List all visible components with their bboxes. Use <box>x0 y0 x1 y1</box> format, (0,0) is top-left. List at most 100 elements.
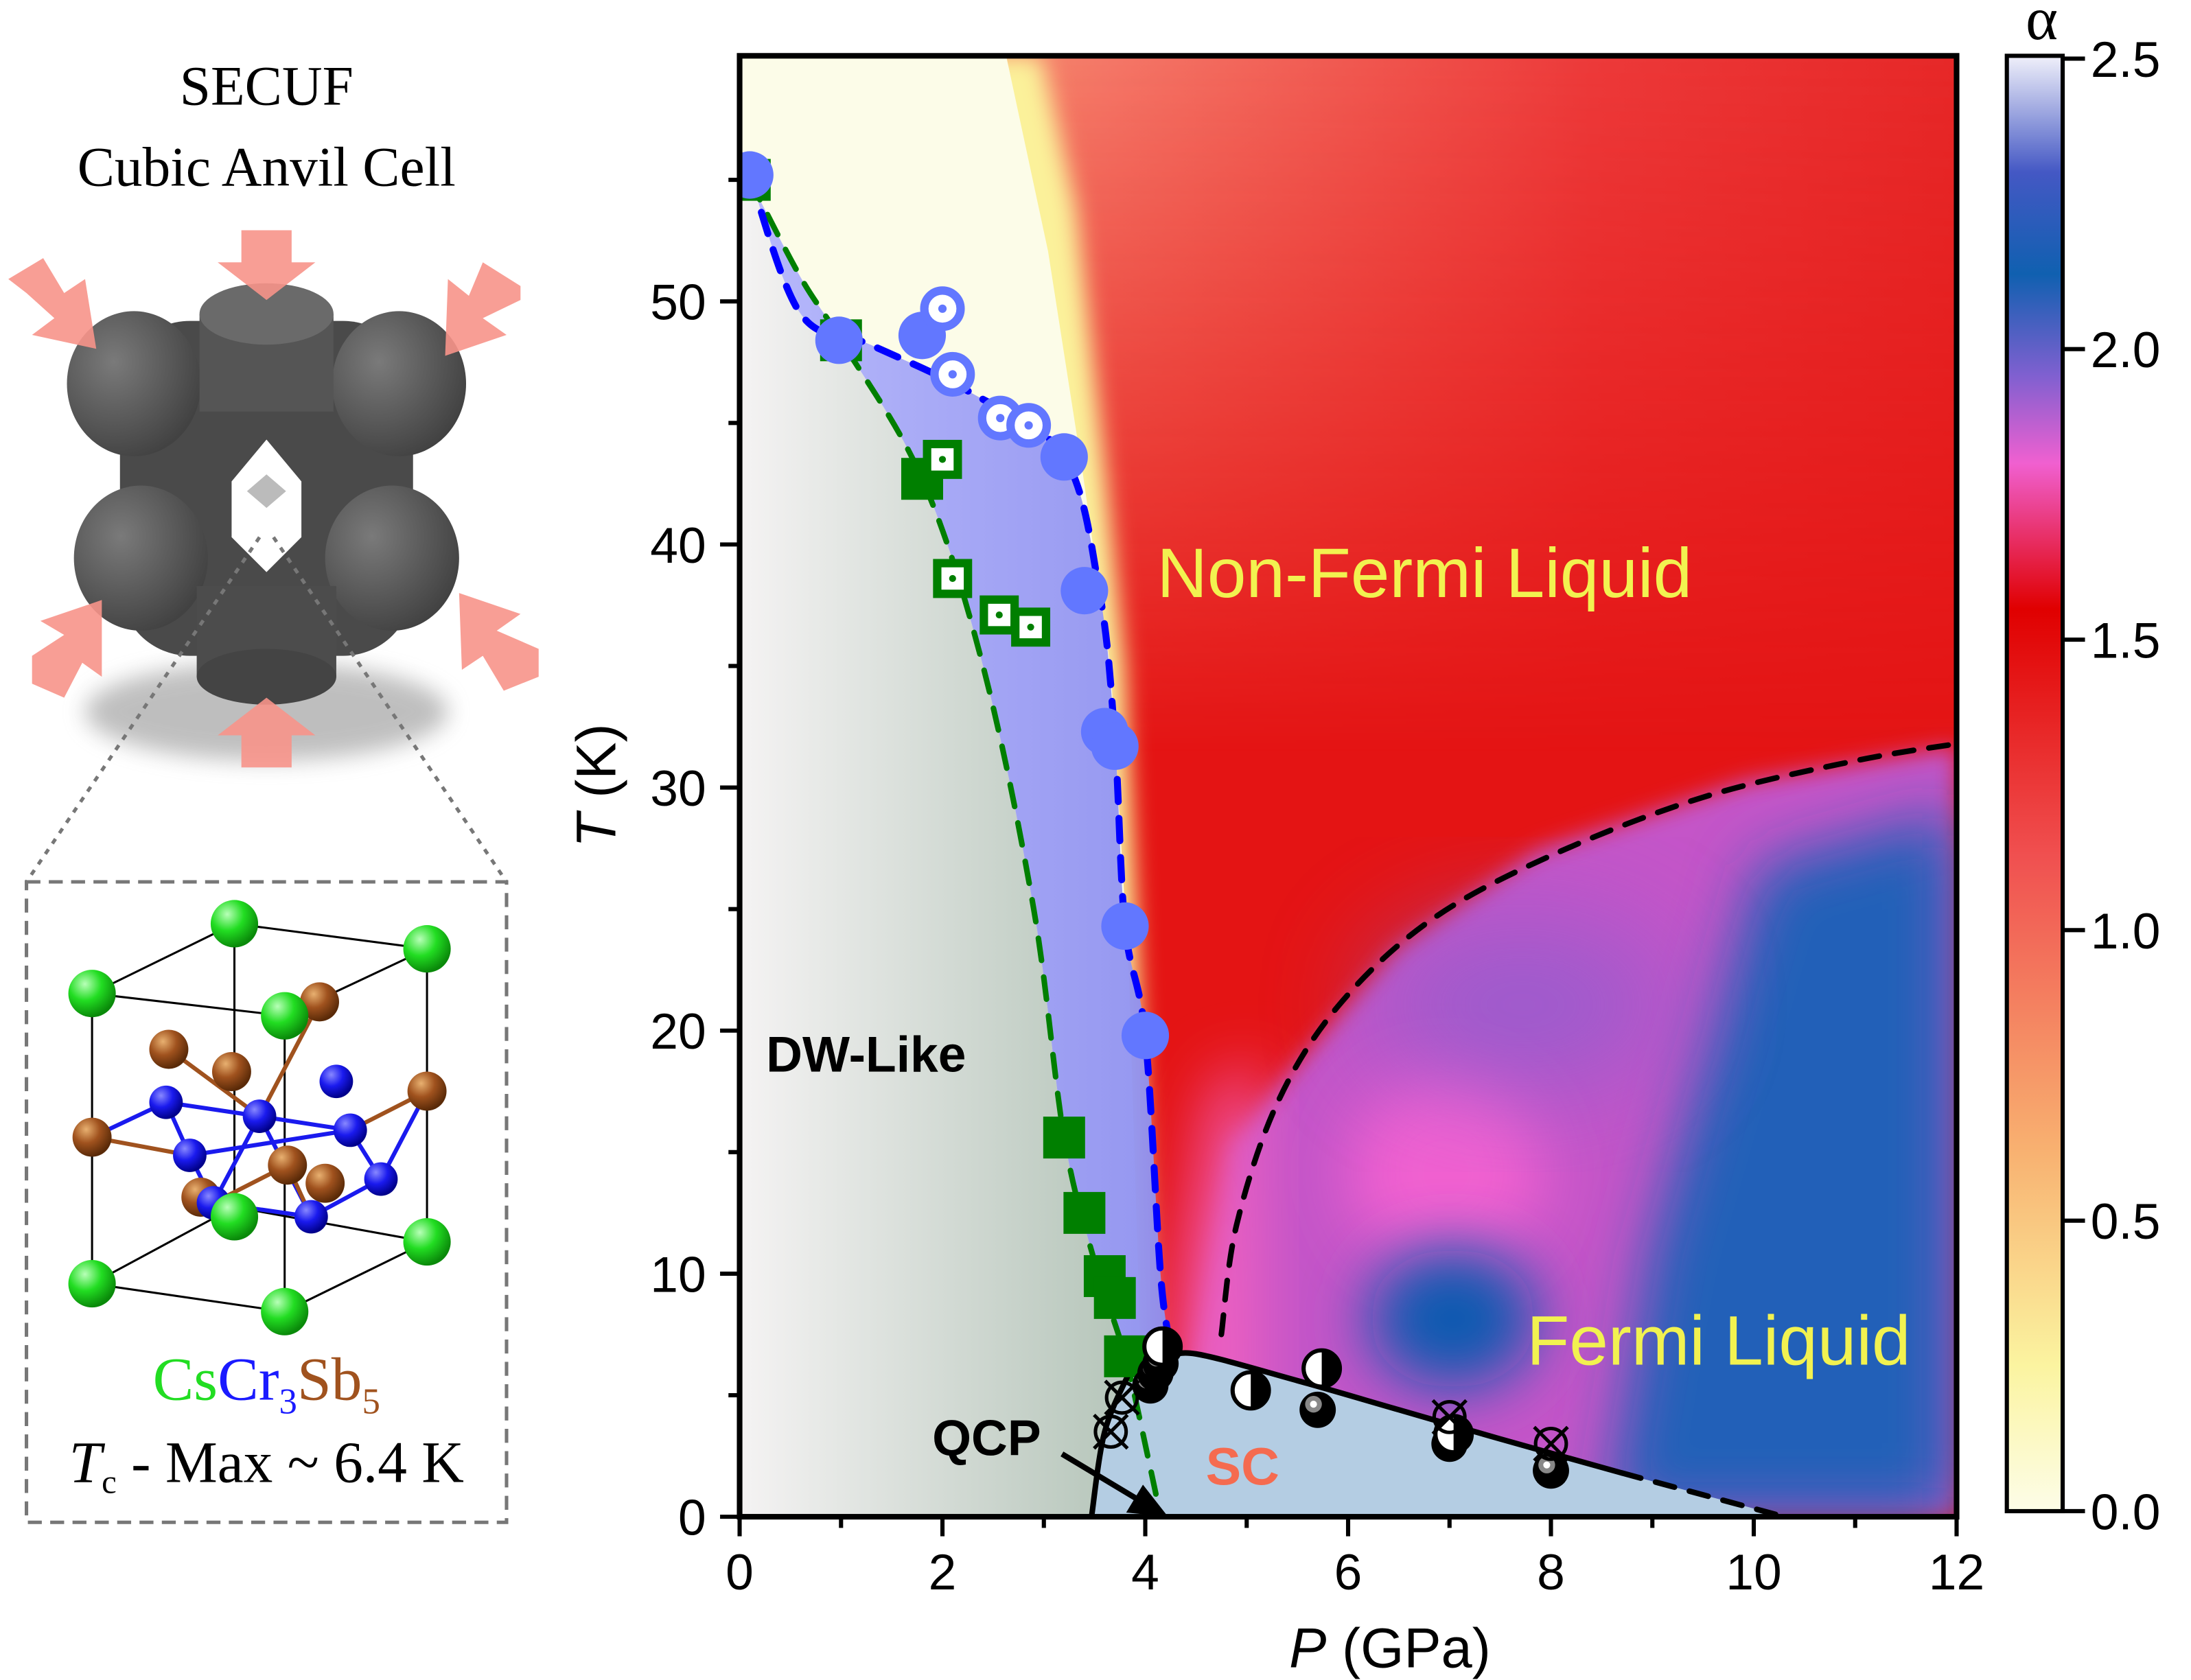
data-markers <box>739 151 1569 1489</box>
anvil-top-face <box>199 283 334 345</box>
colorbar-label-alpha: α <box>2026 0 2058 53</box>
cr-atoms <box>149 1064 398 1234</box>
filled-circle-marker <box>1060 567 1109 615</box>
colorbar-gradient <box>2004 54 2065 1514</box>
crossed-circle-marker <box>1093 1413 1129 1450</box>
formula-cr-sub: 3 <box>279 1382 297 1422</box>
label-sc: SC <box>1206 1437 1279 1496</box>
colorbar: α 0.0 0.5 1.0 1.5 2.0 2.5 <box>2004 0 2161 1540</box>
alpha-heatmap <box>739 56 1957 1517</box>
y-tick-label: 10 <box>650 1246 706 1303</box>
open-circle-dot-marker <box>920 286 965 331</box>
crystal-structure-box <box>25 880 509 1524</box>
dw-boundary-line <box>747 177 1163 1517</box>
anvil-cylinder-upper-left <box>67 311 201 456</box>
filled-square-marker <box>1093 1276 1136 1319</box>
open-square-dot-marker <box>933 559 973 598</box>
sc-dome-line <box>1163 1350 1625 1476</box>
crossed-circle-marker <box>1533 1425 1569 1462</box>
filled-square-marker <box>1063 1191 1106 1234</box>
open-square-dot-marker <box>1011 607 1051 647</box>
x-tick-label: 6 <box>1334 1544 1363 1600</box>
colorbar-tick-label: 2.5 <box>2091 32 2161 88</box>
axis-ticks: 0 2 4 6 8 10 12 0 10 20 30 40 50 <box>650 178 1984 1600</box>
open-square-dot-marker <box>979 595 1019 635</box>
arrow-bottom-icon <box>218 697 316 768</box>
sc-dome-extrapolated-line <box>1619 1470 1787 1517</box>
phase-diagram: 0 2 4 6 8 10 12 0 10 20 30 40 50 Non-Fermi Liquid Fe… <box>566 0 2161 1680</box>
y-tick-label: 0 <box>678 1490 706 1546</box>
anvil-cylinder-upper-right <box>332 311 467 456</box>
arrow-lower-left-icon <box>32 600 102 698</box>
tc-text: - Max ~ 6.4 K <box>117 1430 464 1495</box>
x-tick-label: 4 <box>1131 1544 1159 1600</box>
tc-symbol: T <box>69 1430 106 1495</box>
arrow-upper-left-icon <box>8 258 97 349</box>
tc-sub: c <box>102 1464 117 1501</box>
filled-circle-marker <box>1091 722 1139 770</box>
y-tick-label: 30 <box>650 760 706 817</box>
half-filled-circle-marker <box>1301 1348 1343 1389</box>
formula-sb-sub: 5 <box>362 1382 380 1422</box>
anvil-bottom-face <box>196 649 336 705</box>
y-tick-label: 20 <box>650 1003 706 1060</box>
filled-circle-marker <box>739 151 774 199</box>
open-square-dot-marker <box>923 439 962 479</box>
anvil-cylinder-lower-right <box>325 485 459 631</box>
label-fermi-liquid: Fermi Liquid <box>1527 1301 1910 1379</box>
crossed-circle-marker <box>1104 1379 1140 1416</box>
heatmap-blue-blob <box>1369 1248 1537 1389</box>
formula-sb: Sb <box>297 1345 362 1413</box>
heatmap-blue-region <box>1606 809 1957 1517</box>
x-axis-label: P (GPa) <box>1289 1618 1491 1680</box>
formula-label: CsCr3Sb5 <box>153 1345 380 1421</box>
half-filled-circle-marker <box>1142 1326 1183 1367</box>
filled-circle-marker <box>1040 433 1088 481</box>
crystal-structure <box>68 900 451 1335</box>
tc-max-label: Tc - Max ~ 6.4 K <box>69 1430 464 1500</box>
filled-circle-marker <box>815 316 863 364</box>
colorbar-tick-label: 0.0 <box>2091 1484 2161 1540</box>
y-tick-label: 50 <box>650 275 706 331</box>
y-tick-label: 40 <box>650 517 706 574</box>
filled-square-marker <box>1043 1117 1085 1159</box>
arrow-lower-right-icon <box>459 593 539 691</box>
filled-circle-marker <box>1101 902 1149 950</box>
colorbar-ticks: 0.0 0.5 1.0 1.5 2.0 2.5 <box>2063 32 2161 1540</box>
arrow-upper-right-icon <box>445 262 521 356</box>
heatmap-violet-blob <box>1369 920 1676 1088</box>
colorbar-tick-label: 1.5 <box>2091 612 2161 668</box>
title-secuf: SECUF <box>180 55 353 117</box>
x-tick-label: 0 <box>726 1544 754 1600</box>
crossed-circle-marker <box>1431 1399 1468 1436</box>
formula-cr: Cr <box>218 1345 279 1413</box>
cs-atoms <box>68 900 451 1335</box>
filled-circle-marker <box>1121 1012 1170 1060</box>
x-tick-label: 12 <box>1929 1544 1984 1600</box>
x-tick-label: 2 <box>929 1544 957 1600</box>
fl-boundary-line <box>1218 740 1957 1338</box>
title-cubic-anvil-cell: Cubic Anvil Cell <box>78 136 456 198</box>
heatmap-pink-blob <box>1348 1074 1544 1270</box>
anvil-cell-illustration <box>8 230 539 768</box>
colorbar-tick-label: 0.5 <box>2091 1193 2161 1250</box>
open-circle-dot-marker <box>1006 403 1052 448</box>
arrow-top-icon <box>218 230 316 301</box>
open-circle-dot-marker <box>930 351 975 397</box>
y-axis-label: T (K) <box>566 723 628 848</box>
dw-like-region <box>739 180 1161 1517</box>
qcp-arrow-icon <box>1060 1451 1168 1517</box>
x-tick-label: 8 <box>1537 1544 1565 1600</box>
anvil-cylinder-lower-left <box>73 485 208 631</box>
filled-circle-gray-center-marker <box>1299 1391 1336 1428</box>
x-tick-label: 10 <box>1726 1544 1781 1600</box>
colorbar-tick-label: 1.0 <box>2091 903 2161 959</box>
label-non-fermi-liquid: Non-Fermi Liquid <box>1157 534 1692 612</box>
half-filled-circle-marker <box>1230 1370 1271 1411</box>
formula-cs: Cs <box>153 1345 218 1413</box>
label-qcp: QCP <box>932 1410 1041 1467</box>
colorbar-tick-label: 2.0 <box>2091 322 2161 378</box>
label-dw-like: DW-Like <box>766 1027 966 1083</box>
pressure-arrows <box>8 230 539 768</box>
